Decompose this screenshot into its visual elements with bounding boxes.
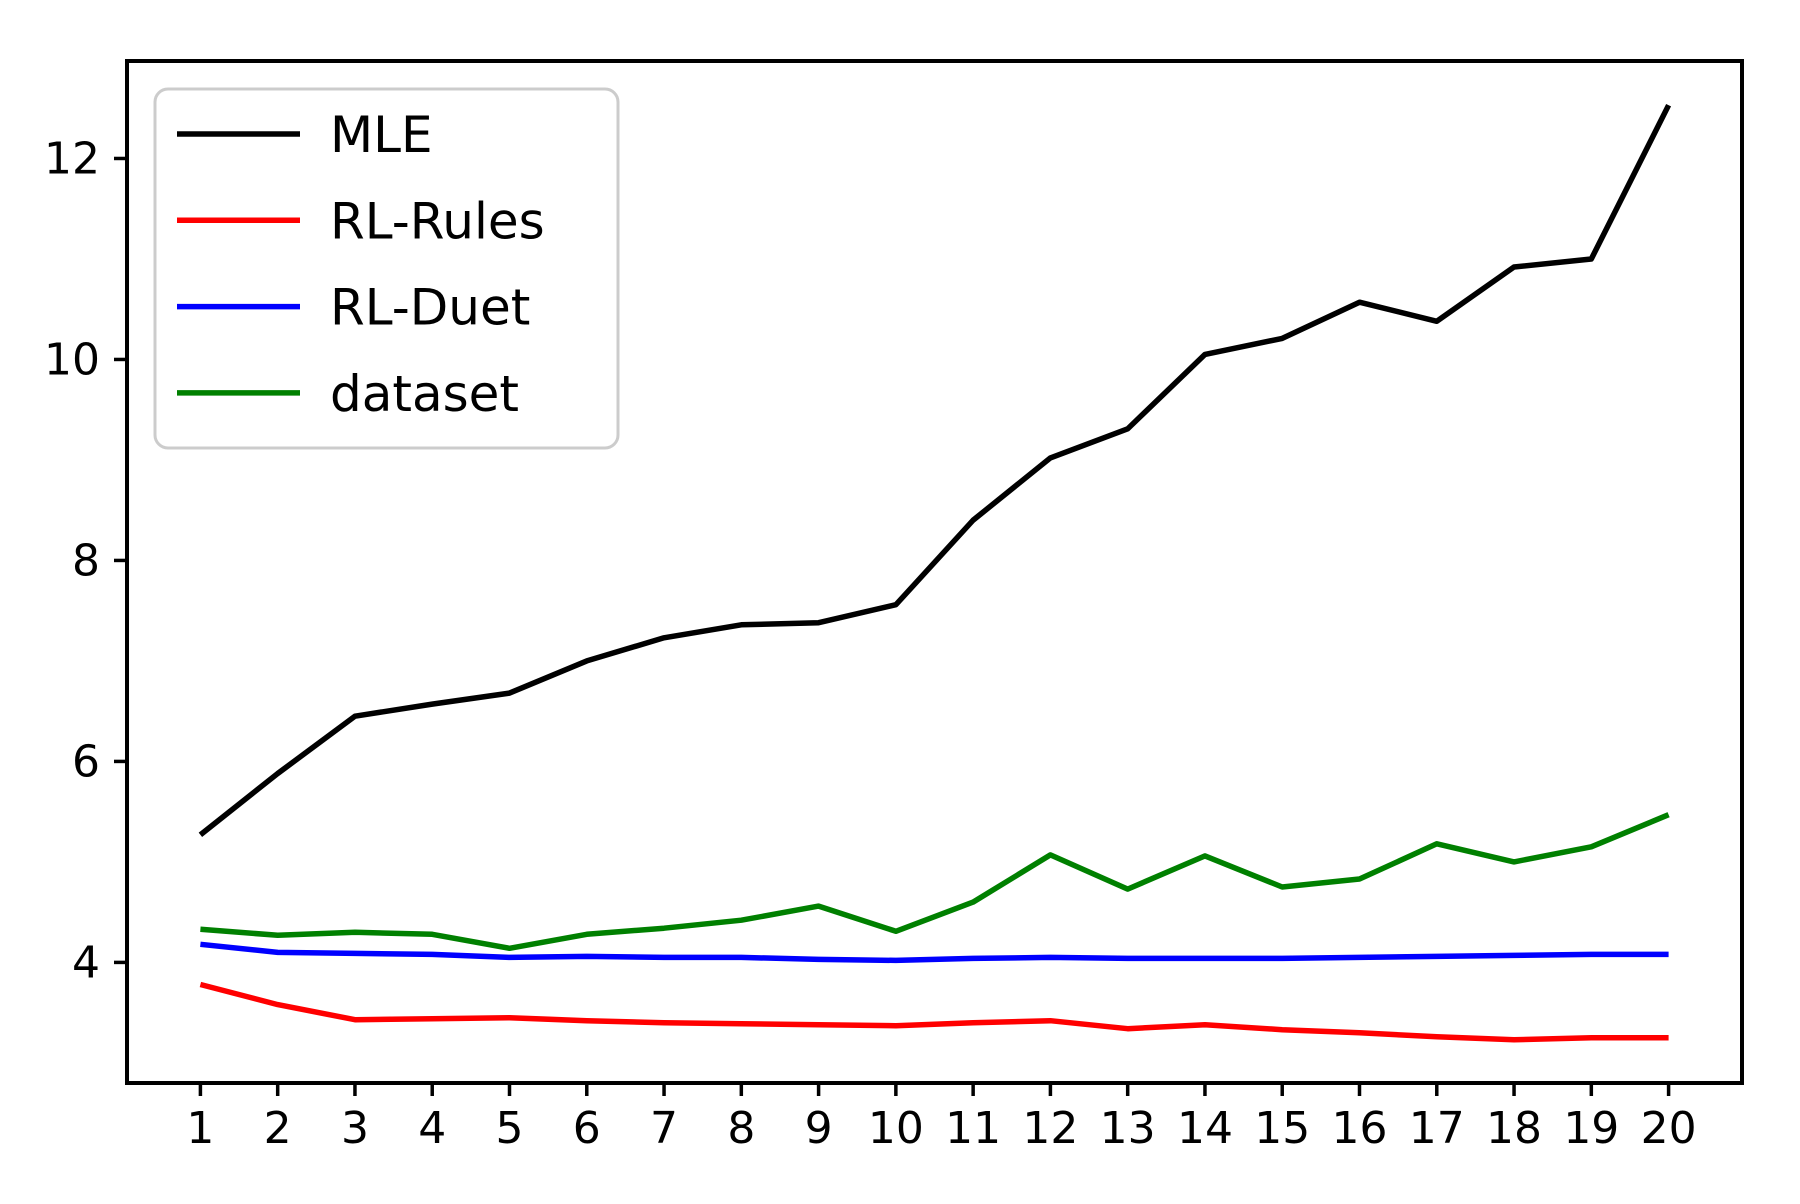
- x-tick-label: 12: [1022, 1103, 1078, 1154]
- y-tick-label: 8: [72, 535, 100, 586]
- x-tick-label: 1: [186, 1103, 214, 1154]
- x-tick-label: 18: [1486, 1103, 1542, 1154]
- x-tick-label: 15: [1254, 1103, 1310, 1154]
- x-tick-label: 3: [341, 1103, 369, 1154]
- y-axis: 4 6 8 10 12: [44, 133, 127, 988]
- legend-label: dataset: [330, 365, 519, 423]
- series-line-mle: [198, 103, 1672, 837]
- legend-label: RL-Duet: [330, 279, 530, 337]
- x-tick-label: 16: [1332, 1103, 1388, 1154]
- x-tick-label: 17: [1409, 1103, 1465, 1154]
- x-tick-label: 14: [1177, 1103, 1233, 1154]
- legend-entry: MLE: [177, 106, 433, 164]
- y-tick-label: 4: [72, 937, 100, 988]
- x-tick-label: 9: [805, 1103, 833, 1154]
- legend-label: RL-Rules: [330, 192, 545, 250]
- x-tick-label: 7: [650, 1103, 678, 1154]
- legend-entry: dataset: [177, 365, 519, 423]
- x-tick-label: 20: [1641, 1103, 1697, 1154]
- plot-frame: [125, 59, 1744, 1085]
- legend: MLE RL-Rules RL-Duet dataset: [153, 87, 620, 450]
- x-tick-label: 2: [264, 1103, 292, 1154]
- x-tick-label: 10: [868, 1103, 924, 1154]
- y-tick-label: 6: [72, 736, 100, 787]
- x-tick-label: 19: [1563, 1103, 1619, 1154]
- x-tick-label: 13: [1100, 1103, 1156, 1154]
- y-tick-label: 12: [44, 133, 100, 184]
- series-line-rl-rules: [199, 981, 1669, 1043]
- x-tick-label: 11: [945, 1103, 1001, 1154]
- legend-box: [153, 87, 620, 450]
- series-line-dataset: [200, 812, 1670, 952]
- plot-series: [198, 103, 1672, 1043]
- legend-label: MLE: [330, 106, 433, 164]
- x-tick-label: 4: [418, 1103, 446, 1154]
- x-tick-label: 5: [496, 1103, 524, 1154]
- y-tick-label: 10: [44, 334, 100, 385]
- x-axis: 1 2 3 4 5 6 7 8 9 10 11 12 13 14 15 16 17 18 19 20: [186, 1083, 1697, 1154]
- x-tick-label: 6: [573, 1103, 601, 1154]
- legend-entry: RL-Duet: [177, 279, 530, 337]
- x-tick-label: 8: [727, 1103, 755, 1154]
- legend-entry: RL-Rules: [177, 192, 545, 250]
- series-line-rl-duet: [200, 941, 1669, 964]
